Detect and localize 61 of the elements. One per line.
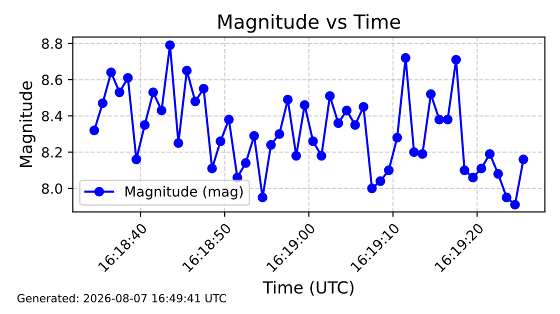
legend-label: Magnitude (mag) xyxy=(126,186,243,200)
point xyxy=(418,149,428,159)
point xyxy=(123,72,133,83)
point xyxy=(518,154,528,164)
point xyxy=(316,150,326,161)
point xyxy=(114,87,124,98)
point xyxy=(367,184,377,194)
point xyxy=(476,164,486,174)
point xyxy=(333,118,344,128)
point xyxy=(291,150,302,161)
y-tick-label: 8.0 xyxy=(42,183,62,194)
point xyxy=(460,165,470,176)
point xyxy=(274,129,284,139)
point xyxy=(174,138,184,148)
point xyxy=(308,136,318,146)
point xyxy=(258,192,268,202)
point xyxy=(358,102,368,112)
point xyxy=(484,149,495,159)
point xyxy=(434,114,444,124)
point xyxy=(266,140,276,150)
point xyxy=(216,136,226,146)
point xyxy=(282,94,293,104)
x-axis-title: Time (UTC) xyxy=(262,280,354,296)
point xyxy=(451,54,461,65)
point xyxy=(131,154,142,164)
point xyxy=(510,200,520,210)
point xyxy=(165,40,175,50)
point xyxy=(400,53,410,63)
point xyxy=(493,169,504,179)
point xyxy=(182,66,192,76)
point xyxy=(325,91,335,101)
point xyxy=(224,114,234,124)
point xyxy=(376,176,386,186)
point xyxy=(350,120,360,130)
point xyxy=(240,158,251,168)
y-tick-label: 8.4 xyxy=(42,110,62,122)
point xyxy=(392,132,402,143)
point xyxy=(502,192,512,202)
point xyxy=(468,172,478,182)
point xyxy=(300,100,310,110)
point xyxy=(342,106,352,116)
point xyxy=(249,130,260,141)
point xyxy=(190,96,200,106)
point xyxy=(384,165,394,176)
y-tick-label: 8.8 xyxy=(42,38,62,49)
point xyxy=(148,87,158,98)
point xyxy=(207,164,217,174)
point xyxy=(426,89,436,100)
point xyxy=(198,84,209,94)
point xyxy=(409,147,419,157)
text: Generated: 2026-08-07 16:49:41 UTC xyxy=(17,294,226,302)
point xyxy=(98,98,108,108)
point xyxy=(106,68,116,78)
point xyxy=(156,106,166,116)
point xyxy=(442,114,453,124)
point xyxy=(140,120,150,130)
chart-title: Magnitude vs Time xyxy=(218,14,400,33)
y-tick-label: 8.6 xyxy=(42,74,62,86)
point xyxy=(89,126,100,136)
y-tick-label: 8.2 xyxy=(42,147,62,158)
y-axis-title: Magnitude xyxy=(19,81,36,168)
